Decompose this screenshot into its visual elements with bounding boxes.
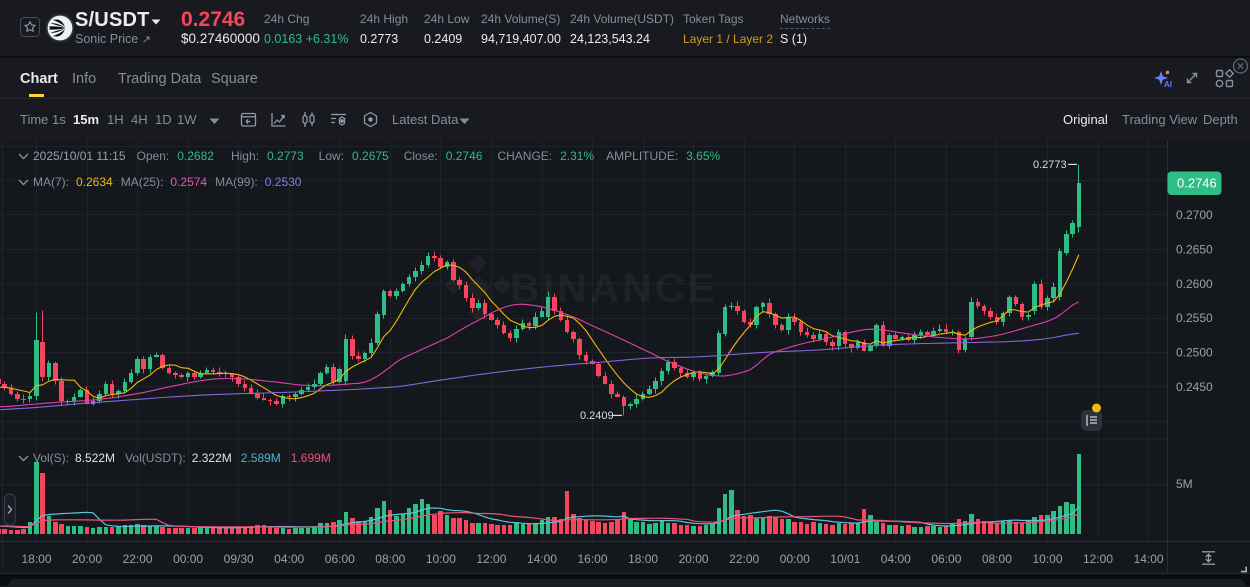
svg-text:06:00: 06:00 [931,552,961,566]
svg-text:0.2450: 0.2450 [1176,380,1213,394]
svg-text:10/01: 10/01 [830,552,860,566]
svg-text:00:00: 00:00 [780,552,810,566]
svg-text:09/30: 09/30 [224,552,254,566]
svg-text:16:00: 16:00 [577,552,607,566]
svg-text:5M: 5M [1176,477,1193,491]
svg-text:04:00: 04:00 [881,552,911,566]
svg-text:14:00: 14:00 [1134,552,1164,566]
svg-text:12:00: 12:00 [1083,552,1113,566]
svg-text:18:00: 18:00 [628,552,658,566]
svg-text:06:00: 06:00 [325,552,355,566]
svg-text:20:00: 20:00 [679,552,709,566]
svg-text:0.2550: 0.2550 [1176,311,1213,325]
svg-text:0.2700: 0.2700 [1176,208,1213,222]
svg-text:08:00: 08:00 [375,552,405,566]
svg-text:10:00: 10:00 [426,552,456,566]
svg-text:0.2650: 0.2650 [1176,242,1213,256]
svg-text:0.2409: 0.2409 [580,410,614,422]
svg-text:14:00: 14:00 [527,552,557,566]
svg-text:0.2600: 0.2600 [1176,277,1213,291]
svg-text:0.2746: 0.2746 [1177,176,1217,191]
svg-text:20:00: 20:00 [72,552,102,566]
svg-text:0.2773: 0.2773 [1033,159,1067,171]
svg-text:0.2500: 0.2500 [1176,346,1213,360]
svg-text:BINANCE: BINANCE [510,265,718,311]
svg-text:10:00: 10:00 [1032,552,1062,566]
svg-text:18:00: 18:00 [21,552,51,566]
svg-text:22:00: 22:00 [123,552,153,566]
svg-text:22:00: 22:00 [729,552,759,566]
svg-text:12:00: 12:00 [476,552,506,566]
svg-text:04:00: 04:00 [274,552,304,566]
svg-text:08:00: 08:00 [982,552,1012,566]
svg-text:AI: AI [1164,80,1172,89]
svg-text:00:00: 00:00 [173,552,203,566]
